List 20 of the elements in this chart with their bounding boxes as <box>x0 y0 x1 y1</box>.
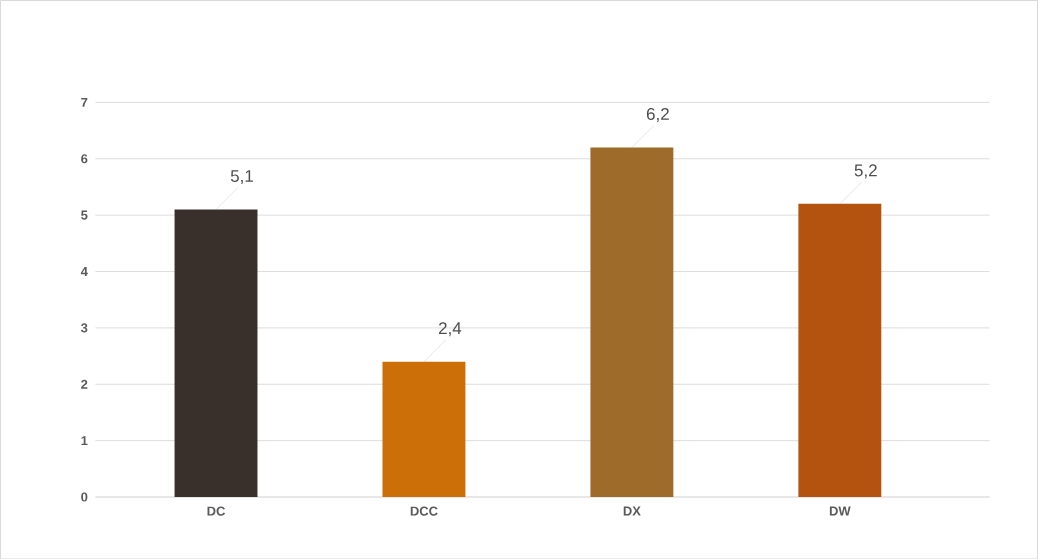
x-tick-label: DW <box>829 506 851 516</box>
bar <box>382 361 466 497</box>
x-tick-label: DX <box>623 506 641 516</box>
y-tick-label: 6 <box>81 153 88 164</box>
bar <box>798 203 882 497</box>
data-label: 5,1 <box>230 169 253 184</box>
data-label: 5,2 <box>854 164 877 179</box>
y-tick-label: 7 <box>81 97 88 107</box>
y-tick-label: 2 <box>81 379 88 389</box>
y-tick-label: 1 <box>81 435 88 445</box>
y-tick-label: 0 <box>81 492 88 502</box>
data-label: 6,2 <box>646 107 669 122</box>
y-tick-label: 3 <box>80 323 88 333</box>
bar <box>174 209 258 497</box>
x-tick-label: DC <box>207 506 226 516</box>
y-tick-label: 5 <box>81 210 88 220</box>
x-tick-label: DCC <box>410 506 438 516</box>
bar <box>590 147 674 497</box>
data-label: 2,4 <box>438 321 462 336</box>
y-tick-label: 4 <box>80 266 88 276</box>
